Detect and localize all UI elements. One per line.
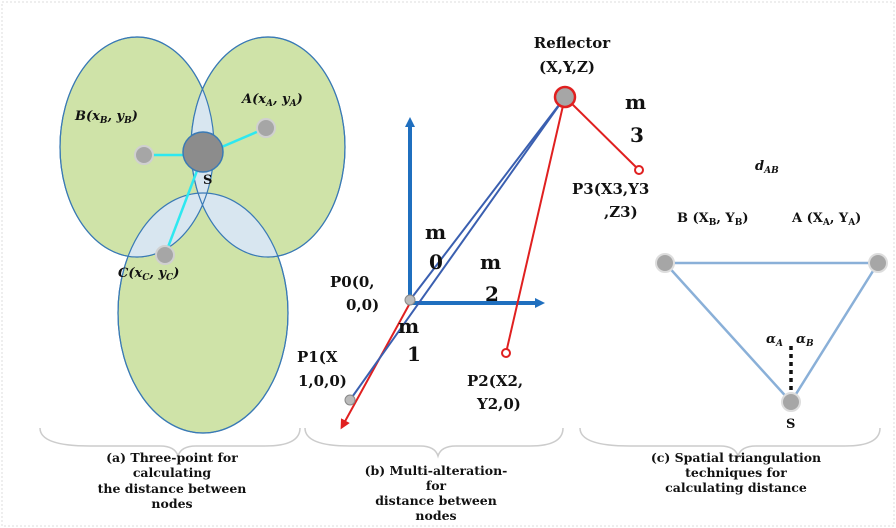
panel-a: A(xA, yA) B(xB, yB) C(xC, yC) S [59, 36, 346, 434]
label-m1-n: 1 [407, 342, 421, 366]
caption-a-line1: (a) Three-point for [106, 450, 238, 465]
node-b-c [655, 253, 675, 273]
reflector-coords: (X,Y,Z) [539, 58, 595, 76]
caption-a-line2: calculating [133, 465, 212, 480]
caption-b-line3: distance between [375, 493, 497, 508]
node-p0 [404, 294, 416, 306]
line-m0 [409, 96, 566, 301]
label-m2-n: 2 [485, 282, 499, 306]
label-m3-m: m [625, 90, 646, 114]
label-m0-n: 0 [429, 250, 443, 274]
line-m3 [564, 96, 640, 171]
caption-a-line4: nodes [151, 496, 192, 511]
label-p2-b: Y2,0) [476, 395, 521, 413]
caption-b-line4: nodes [415, 508, 456, 523]
caption-c-line1: (c) Spatial triangulation [651, 450, 821, 465]
node-a [256, 118, 276, 138]
label-m3-n: 3 [630, 123, 644, 147]
reflector-title: Reflector [534, 34, 612, 52]
label-p1-a: P1(X [297, 348, 338, 366]
triangle [662, 261, 881, 405]
captions: (a) Three-point for calculating the dist… [98, 450, 822, 523]
reflector-node [553, 85, 577, 109]
label-c: C(xC, yC) [118, 266, 179, 283]
caption-a-line3: the distance between [98, 481, 247, 496]
label-a-coords: A (XA, YA) [791, 211, 861, 228]
label-dab: dAB [755, 159, 779, 176]
label-p0-b: 0,0) [346, 296, 379, 314]
label-p0-a: P0(0, [330, 273, 374, 291]
line-m2 [505, 96, 566, 354]
label-b-coords: B (XB, YB) [677, 211, 748, 228]
caption-c-line2: techniques for [685, 465, 787, 480]
caption-c-line3: calculating distance [665, 480, 807, 495]
label-alpha-b: αB [796, 332, 814, 349]
label-m0-m: m [425, 220, 446, 244]
center-node-s [182, 131, 224, 173]
node-p3 [634, 165, 644, 175]
caption-b-line2: for [426, 478, 447, 493]
node-c [155, 245, 175, 265]
panel-c: dAB B (XB, YB) A (XA, YA) αA αB S [655, 159, 888, 432]
caption-b-line1: (b) Multi-alteration- [365, 463, 508, 478]
label-p1-b: 1,0,0) [298, 372, 347, 390]
node-b [134, 145, 154, 165]
label-a: A(xA, yA) [240, 92, 303, 109]
node-p2 [501, 348, 511, 358]
line-m1 [349, 96, 566, 401]
label-alpha-a: αA [766, 332, 783, 349]
brace-c [579, 427, 881, 459]
caption-braces [39, 427, 881, 459]
node-a-c [868, 253, 888, 273]
label-s: S [203, 173, 212, 188]
label-m2-m: m [480, 250, 501, 274]
panel-b: Reflector (X,Y,Z) m 3 P3(X3,Y3 ,Z3) m 0 … [297, 34, 649, 430]
label-p3-a: P3(X3,Y3 [572, 180, 649, 198]
label-p2-a: P2(X2, [467, 372, 523, 390]
label-b: B(xB, yB) [74, 109, 138, 126]
label-m1-m: m [398, 314, 419, 338]
label-s-c: S [786, 417, 795, 432]
brace-a [39, 427, 301, 459]
node-p1 [344, 394, 356, 406]
node-s-c [781, 392, 801, 412]
label-p3-b: ,Z3) [604, 203, 638, 221]
brace-b [304, 427, 564, 459]
